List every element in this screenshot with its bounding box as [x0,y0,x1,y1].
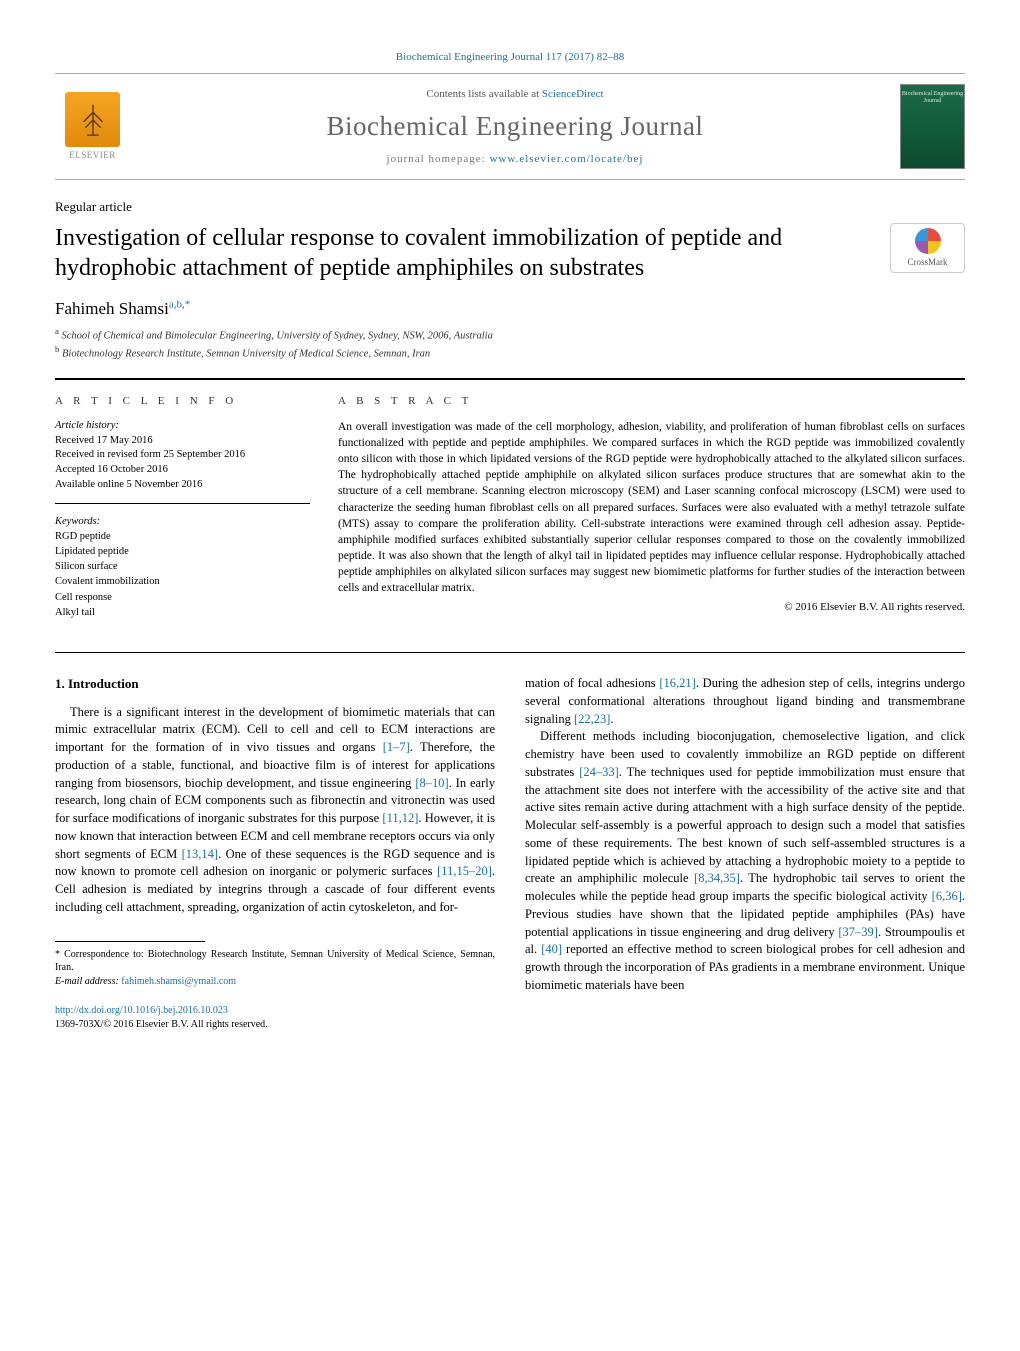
keyword-3: Covalent immobilization [55,574,310,589]
affil-text-a: School of Chemical and Bimolecular Engin… [62,331,493,342]
history-online: Available online 5 November 2016 [55,478,310,493]
affil-sup-b: b [55,344,59,354]
abstract-column: A B S T R A C T An overall investigation… [338,394,965,640]
journal-homepage-link[interactable]: www.elsevier.com/locate/bej [489,153,643,165]
affil-sup-a: a [55,326,59,336]
keywords-label: Keywords: [55,514,310,529]
corresponding-footnote: * Correspondence to: Biotechnology Resea… [55,948,495,989]
contents-available-line: Contents lists available at ScienceDirec… [130,87,900,102]
article-info-head: A R T I C L E I N F O [55,394,310,409]
affiliation-b: b Biotechnology Research Institute, Semn… [55,344,965,362]
keyword-5: Alkyl tail [55,605,310,620]
intro-para-left: There is a significant interest in the d… [55,704,495,917]
history-label: Article history: [55,419,310,434]
crossmark-icon [915,228,941,254]
body-divider [55,652,965,653]
homepage-label: journal homepage: [387,153,490,165]
abstract-copyright: © 2016 Elsevier B.V. All rights reserved… [338,600,965,615]
intro-para-right: mation of focal adhesions [16,21]. Durin… [525,675,965,995]
contents-bar: ELSEVIER Contents lists available at Sci… [55,73,965,180]
body-columns: 1. Introduction There is a significant i… [55,675,965,1032]
issn-copyright: 1369-703X/© 2016 Elsevier B.V. All right… [55,1019,268,1030]
journal-cover-title: Biochemical Engineering Journal [901,91,964,104]
abstract-head: A B S T R A C T [338,394,965,409]
journal-cover-thumb: Biochemical Engineering Journal [900,84,965,169]
doi-block: http://dx.doi.org/10.1016/j.bej.2016.10.… [55,1004,495,1032]
article-history-block: Article history: Received 17 May 2016 Re… [55,419,310,503]
history-received: Received 17 May 2016 [55,434,310,449]
article-info-column: A R T I C L E I N F O Article history: R… [55,394,310,640]
article-title: Investigation of cellular response to co… [55,223,872,283]
keyword-4: Cell response [55,590,310,605]
keyword-0: RGD peptide [55,529,310,544]
publisher-name: ELSEVIER [55,149,130,162]
history-accepted: Accepted 16 October 2016 [55,463,310,478]
affiliations: a School of Chemical and Bimolecular Eng… [55,326,965,361]
email-label: E-mail address: [55,976,119,987]
author-name: Fahimeh Shamsi [55,299,169,318]
section-heading: 1. Introduction [55,675,495,693]
author-affil-markers: a,b,* [169,298,190,310]
sciencedirect-link[interactable]: ScienceDirect [542,88,604,100]
affiliation-a: a School of Chemical and Bimolecular Eng… [55,326,965,344]
right-column: mation of focal adhesions [16,21]. Durin… [525,675,965,1032]
keyword-2: Silicon surface [55,559,310,574]
article-type: Regular article [55,198,965,216]
authors-line: Fahimeh Shamsia,b,* [55,297,965,321]
history-revised: Received in revised form 25 September 20… [55,448,310,463]
affil-text-b: Biotechnology Research Institute, Semnan… [62,349,430,360]
abstract-text: An overall investigation was made of the… [338,419,965,596]
footnote-rule [55,941,205,942]
keyword-1: Lipidated peptide [55,544,310,559]
journal-homepage-line: journal homepage: www.elsevier.com/locat… [130,152,900,167]
crossmark-label: CrossMark [908,257,948,267]
contents-prefix: Contents lists available at [426,88,541,100]
intro-para-right-2: Different methods including bioconjugati… [525,728,965,994]
corr-email-link[interactable]: fahimeh.shamsi@ymail.com [121,976,236,987]
corr-text: Correspondence to: Biotechnology Researc… [55,949,495,974]
publisher-logo: ELSEVIER [55,92,130,162]
keywords-block: Keywords: RGD peptide Lipidated peptide … [55,514,310,631]
journal-citation: Biochemical Engineering Journal 117 (201… [55,50,965,65]
elsevier-tree-icon [65,92,120,147]
doi-link[interactable]: http://dx.doi.org/10.1016/j.bej.2016.10.… [55,1005,228,1016]
crossmark-badge[interactable]: CrossMark [890,223,965,274]
left-column: 1. Introduction There is a significant i… [55,675,495,1032]
journal-name: Biochemical Engineering Journal [130,108,900,146]
